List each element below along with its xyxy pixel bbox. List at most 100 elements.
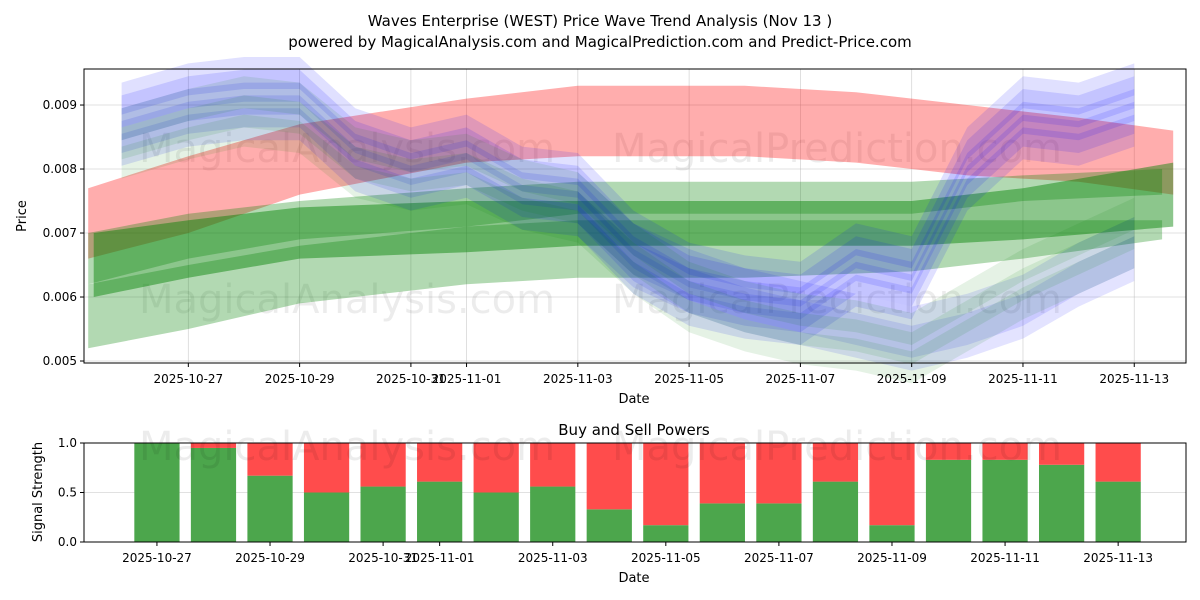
sell-bar: [360, 443, 406, 487]
sell-bar: [643, 443, 689, 526]
x-tick-label: 2025-10-27: [153, 372, 223, 386]
buy-bar: [473, 492, 519, 542]
price-ticks: 2025-10-27 2025-10-29 2025-10-312025-11-01…: [43, 98, 1169, 386]
signal-x-axis-label: Date: [618, 571, 649, 586]
buy-bar: [247, 475, 293, 542]
signal-watermarks: MagicalAnalysis.com MagicalPrediction.co…: [139, 424, 1062, 470]
green-upper-band: [88, 169, 1163, 285]
price-plot-area: [88, 57, 1174, 384]
sell-bar: [869, 443, 915, 526]
blue-wave-upper: [121, 95, 1135, 333]
watermark: MagicalPrediction.com: [612, 126, 1062, 172]
x-tick-label: 2025-11-01: [405, 551, 475, 565]
y-tick-label: 0.5: [58, 486, 77, 500]
signal-plot-area: [134, 443, 1141, 542]
watermark: MagicalPrediction.com: [612, 424, 1062, 470]
x-tick-label: 2025-11-13: [1099, 372, 1169, 386]
buy-bar: [417, 481, 463, 542]
x-tick-label: 2025-11-03: [543, 372, 613, 386]
x-tick-label: 2025-10-29: [235, 551, 305, 565]
blue-wave-upper: [121, 57, 1135, 294]
sell-bar: [586, 443, 632, 510]
signal-chart-title: Buy and Sell Powers: [558, 421, 710, 439]
chart-subtitle: powered by MagicalAnalysis.com and Magic…: [288, 33, 912, 51]
buy-bar: [1095, 481, 1141, 542]
sell-bar: [530, 443, 576, 487]
price-axes-frame: [83, 68, 1187, 364]
x-tick-label: 2025-11-05: [654, 372, 724, 386]
x-tick-label: 2025-10-31: [348, 551, 418, 565]
buy-bar: [303, 492, 350, 542]
watermark: MagicalAnalysis.com: [139, 424, 555, 470]
sell-bar: [473, 443, 519, 493]
buy-bar: [530, 486, 576, 542]
sell-bar: [190, 443, 237, 448]
price-y-axis-label: Price: [15, 200, 30, 232]
y-tick-label: 1.0: [58, 436, 77, 450]
x-tick-label: 2025-11-03: [518, 551, 588, 565]
buy-bar: [812, 481, 859, 542]
sell-bar: [303, 443, 350, 493]
red-trend-band: [88, 85, 1174, 259]
x-tick-label: 2025-11-09: [857, 551, 927, 565]
blue-wave-upper: [121, 82, 1135, 320]
buy-bar: [190, 447, 237, 542]
signal-ticks: 2025-10-27 2025-10-29 2025-10-312025-11-01…: [58, 436, 1153, 565]
x-tick-label: 2025-11-11: [988, 372, 1058, 386]
buy-bar: [1038, 464, 1085, 542]
x-tick-label: 2025-10-27: [122, 551, 192, 565]
sell-bar: [1095, 443, 1141, 482]
y-tick-label: 0.005: [43, 354, 77, 368]
buy-bar: [643, 525, 689, 542]
x-tick-label: 2025-11-01: [432, 372, 502, 386]
buy-bar: [982, 459, 1028, 542]
y-tick-label: 0.009: [43, 98, 77, 112]
signal-y-axis-label: Signal Strength: [31, 442, 46, 542]
x-tick-label: 2025-10-29: [265, 372, 335, 386]
x-tick-label: 2025-11-07: [766, 372, 836, 386]
buy-bar: [586, 509, 632, 542]
sell-bar: [812, 443, 859, 482]
green-wave: [121, 95, 1135, 365]
watermark: MagicalAnalysis.com: [139, 277, 555, 323]
sell-bar: [247, 443, 293, 476]
y-tick-label: 0.007: [43, 226, 77, 240]
sell-bar: [417, 443, 463, 482]
buy-bar: [869, 525, 915, 542]
blue-wave-upper: [121, 108, 1135, 345]
sell-bar: [925, 443, 972, 460]
x-tick-label: 2025-11-09: [877, 372, 947, 386]
green-lower-band: [88, 220, 1163, 349]
y-tick-label: 0.0: [58, 535, 77, 549]
x-tick-label: 2025-11-13: [1083, 551, 1153, 565]
green-wave: [121, 76, 1135, 345]
buy-bar: [699, 503, 745, 542]
price-x-axis-label: Date: [618, 392, 649, 407]
y-tick-label: 0.008: [43, 162, 77, 176]
blue-wave-lower: [577, 191, 1135, 358]
x-tick-label: 2025-11-05: [631, 551, 701, 565]
price-watermarks: MagicalAnalysis.com MagicalPrediction.co…: [139, 126, 1062, 323]
watermark: MagicalPrediction.com: [612, 277, 1062, 323]
x-tick-label: 2025-11-11: [970, 551, 1040, 565]
buy-bar: [134, 443, 180, 542]
sell-bar: [982, 443, 1028, 460]
buy-bar: [925, 459, 972, 542]
sell-bar: [756, 443, 802, 504]
blue-wave-lower: [577, 204, 1135, 371]
blue-wave-lower: [577, 172, 1135, 339]
blue-wave-upper: [121, 69, 1135, 307]
green-middle-band: [93, 162, 1174, 297]
green-wave: [121, 114, 1135, 384]
watermark: MagicalAnalysis.com: [139, 126, 555, 172]
x-tick-label: 2025-11-07: [744, 551, 814, 565]
chart-title: Waves Enterprise (WEST) Price Wave Trend…: [368, 12, 832, 30]
buy-bar: [756, 503, 802, 542]
y-tick-label: 0.006: [43, 290, 77, 304]
x-tick-label: 2025-10-31: [376, 372, 446, 386]
buy-bar: [360, 486, 406, 542]
price-grid: [84, 69, 1186, 363]
sell-bar: [699, 443, 745, 504]
sell-bar: [1038, 443, 1085, 465]
